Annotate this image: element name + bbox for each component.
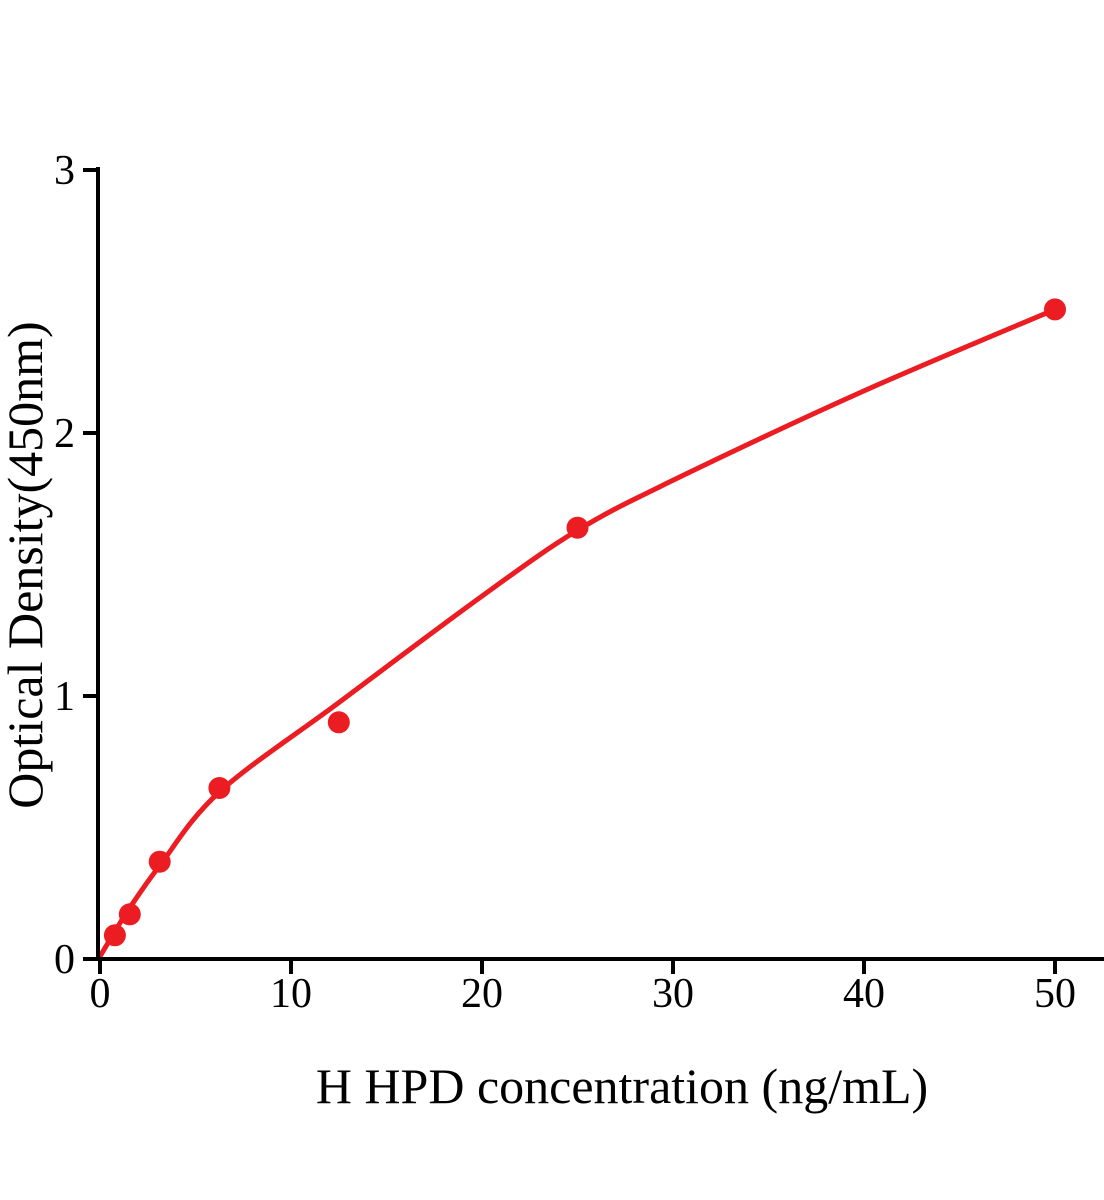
x-axis-title: H HPD concentration (ng/mL) (316, 1058, 928, 1114)
fit-curve-line (97, 306, 1058, 959)
data-point (208, 777, 231, 799)
plot-area: 0 10 20 30 40 50 0 1 2 3 (54, 148, 1076, 1017)
x-tick-label: 0 (90, 971, 111, 1017)
y-tick-label: 3 (54, 148, 75, 194)
x-tick-label: 40 (843, 971, 885, 1017)
y-tick-label: 0 (54, 937, 75, 983)
data-point (327, 711, 350, 734)
x-tick-label: 20 (461, 971, 503, 1017)
x-tick-label: 10 (270, 971, 312, 1017)
y-tick-label: 1 (54, 674, 75, 720)
data-point (148, 850, 171, 873)
y-tick-label: 2 (54, 411, 75, 457)
data-point (566, 516, 589, 539)
x-tick-label: 30 (652, 971, 694, 1017)
data-point (1044, 298, 1066, 321)
data-point (118, 903, 141, 926)
data-point (103, 924, 126, 947)
x-tick-label: 50 (1034, 971, 1076, 1017)
y-axis-title: Optical Density(450nm) (0, 321, 53, 808)
